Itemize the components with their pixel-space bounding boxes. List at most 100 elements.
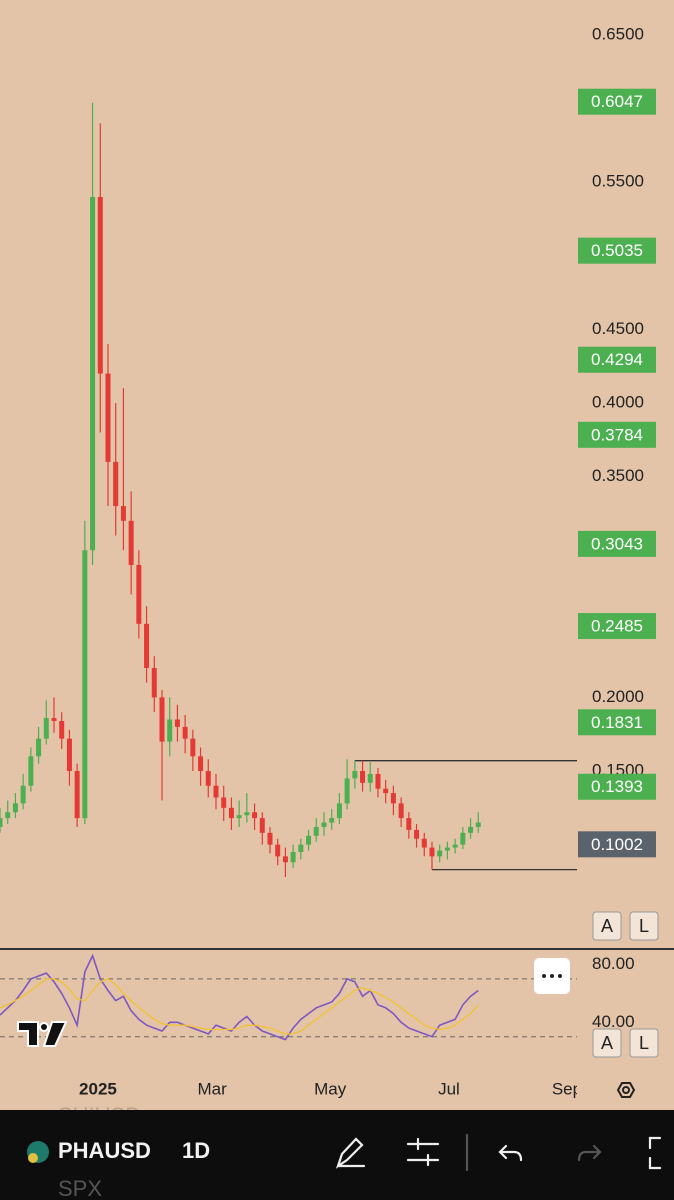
price-level-box: [578, 421, 656, 448]
candle-body: [82, 550, 88, 819]
log-button[interactable]: [629, 1028, 659, 1058]
auto-label: A: [601, 916, 613, 936]
x-tick-label: Jul: [438, 1079, 460, 1098]
candle-body: [43, 718, 49, 739]
auto-label: A: [601, 1033, 613, 1053]
price-level-label: 0.1002: [591, 835, 643, 854]
x-tick-label: Sep: [552, 1079, 582, 1098]
candle-body: [429, 847, 435, 857]
dot: [558, 974, 562, 978]
candle-body: [167, 719, 173, 742]
candle-body: [190, 738, 196, 757]
candle-body: [228, 807, 234, 819]
candle-body: [444, 847, 450, 851]
candle-body: [66, 738, 72, 772]
log-button[interactable]: [629, 911, 659, 941]
y-tick-label: 0.4000: [592, 393, 644, 412]
draw-tool[interactable]: [335, 1137, 366, 1169]
y-tick-label: 40.00: [592, 1012, 635, 1031]
candle-body: [36, 738, 42, 757]
price-level-label: 0.1831: [591, 713, 643, 732]
candle-body: [298, 844, 304, 852]
candle-body: [28, 756, 34, 786]
tv-logo: [17, 1021, 68, 1047]
candle-body: [97, 196, 103, 374]
candle-body: [259, 818, 265, 833]
interval[interactable]: 1D: [182, 1138, 210, 1163]
candle-body: [321, 822, 327, 827]
candle-body: [5, 812, 11, 819]
price-level-box: [578, 709, 656, 736]
toolbar: [0, 1110, 674, 1200]
candle-body: [221, 797, 227, 808]
candle-body: [306, 835, 312, 845]
price-level-box: [578, 831, 656, 858]
symbol[interactable]: PHAUSD: [58, 1138, 151, 1163]
price-level-box: [578, 237, 656, 264]
price-level-box: [578, 346, 656, 373]
price-level-label: 0.1393: [591, 777, 643, 796]
price-level-label: 0.5035: [591, 241, 643, 260]
log-label: L: [639, 916, 649, 936]
candle-body: [151, 667, 157, 698]
price-level-label: 0.3043: [591, 534, 643, 553]
candle-body: [252, 812, 258, 819]
x-tick-label: Mar: [197, 1079, 227, 1098]
candle-body: [51, 718, 57, 721]
candle-body: [0, 818, 3, 827]
redo[interactable]: [577, 1144, 602, 1162]
y-tick-label: 0.5500: [592, 172, 644, 191]
candle-body: [290, 851, 296, 863]
rsi-line: [0, 978, 479, 1035]
y-tick-label: 80.00: [592, 954, 635, 973]
candle-body: [421, 838, 427, 848]
x-tick-label: May: [314, 1079, 347, 1098]
y-tick-label: 0.3500: [592, 466, 644, 485]
candle-body: [182, 726, 188, 739]
candle-body: [275, 844, 281, 857]
auto-button[interactable]: [592, 911, 622, 941]
candle-body: [59, 720, 65, 739]
auto-button[interactable]: [592, 1028, 622, 1058]
candle-body: [113, 461, 119, 507]
settings-button[interactable]: [616, 1082, 636, 1098]
candle-body: [329, 818, 335, 823]
y-tick-label: 0.6500: [592, 25, 644, 44]
candle-body: [198, 756, 204, 772]
candle-body: [468, 826, 474, 833]
candle-body: [437, 850, 443, 857]
y-tick-label: 0.2000: [592, 687, 644, 706]
price-level-box: [578, 773, 656, 800]
candle-body: [236, 815, 242, 819]
candle-body: [360, 771, 366, 783]
dot: [550, 974, 554, 978]
candle-body: [213, 785, 219, 798]
candle-body: [352, 771, 358, 779]
symbol-icon: [28, 1153, 38, 1163]
candle-body: [120, 506, 126, 521]
candle-body: [267, 832, 273, 845]
scale-buttons: A L A L: [592, 911, 659, 1058]
fullscreen[interactable]: [648, 1136, 662, 1170]
undo[interactable]: [498, 1144, 523, 1162]
price-level-label: 0.2485: [591, 617, 643, 636]
candle-body: [398, 803, 404, 819]
candle-body: [90, 196, 96, 551]
candle-body: [174, 719, 180, 727]
more-button[interactable]: [534, 958, 570, 994]
ghost-symbol: SPX: [58, 1176, 102, 1200]
candle-body: [128, 520, 134, 565]
price-level-box: [578, 88, 656, 115]
price-level-label: 0.6047: [591, 92, 643, 111]
candle-body: [105, 373, 111, 462]
candle-body: [74, 771, 80, 819]
price-level-label: 0.3784: [591, 425, 643, 444]
candle-body: [244, 812, 250, 816]
log-label: L: [639, 1033, 649, 1053]
symbol-button[interactable]: PHAUSD: [27, 1138, 151, 1163]
candle-body: [159, 697, 165, 742]
indicators[interactable]: [406, 1137, 440, 1167]
x-tick-label: 2025: [79, 1079, 117, 1098]
candle-body: [367, 773, 373, 783]
